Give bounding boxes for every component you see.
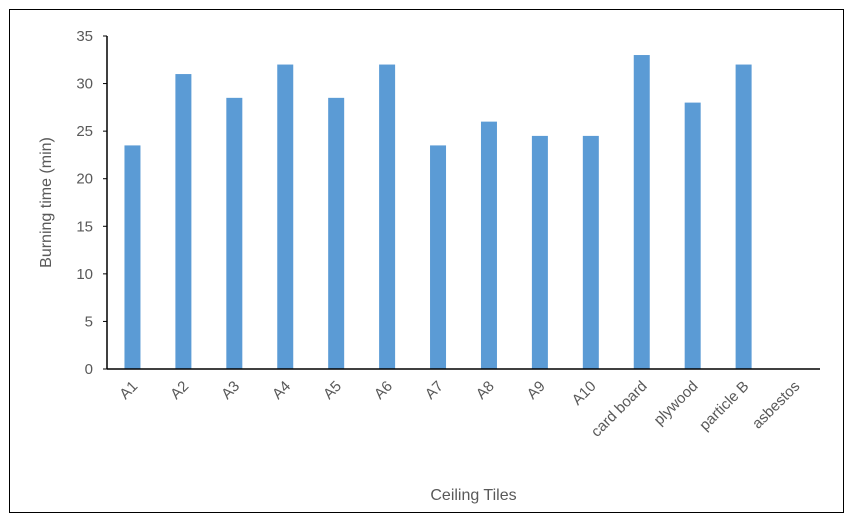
bars [124, 55, 752, 370]
x-category-label: A5 [320, 378, 345, 403]
bar-a5 [328, 97, 345, 369]
bar-a6 [379, 64, 396, 370]
bar-particle-b [735, 64, 752, 370]
x-category-label: A8 [473, 378, 498, 403]
x-category-label: A10 [569, 378, 600, 409]
bar-a4 [277, 64, 294, 370]
x-category-label: A9 [524, 378, 549, 403]
y-tick-label: 35 [76, 28, 93, 45]
x-category-label: A6 [371, 378, 396, 403]
bar-a9 [531, 135, 548, 369]
y-tick-label: 5 [85, 313, 93, 330]
y-axis-title: Burning time (min) [38, 137, 55, 268]
bar-a10 [582, 135, 599, 369]
bar-a8 [480, 121, 497, 369]
x-category-label: card board [588, 378, 651, 441]
x-category-label: A7 [422, 378, 447, 403]
bar-a3 [226, 97, 243, 369]
x-axis-title: Ceiling Tiles [430, 487, 516, 504]
y-tick-label: 10 [76, 266, 93, 283]
x-category-label: A3 [218, 378, 243, 403]
chart-frame [9, 9, 844, 513]
bar-card-board [633, 55, 650, 370]
x-category-label: plywood [651, 378, 702, 429]
y-tick-label: 20 [76, 171, 93, 188]
y-axis-ticks: 0 5 10 15 20 25 30 35 [76, 28, 107, 378]
y-tick-label: 15 [76, 218, 93, 235]
bar-a2 [175, 74, 192, 370]
x-category-label: particle B [696, 378, 752, 434]
x-category-label: asbestos [749, 378, 803, 432]
x-category-label: A2 [167, 378, 192, 403]
y-tick-label: 30 [76, 76, 93, 93]
y-tick-label: 0 [85, 361, 93, 378]
bar-a1 [124, 145, 141, 369]
bar-a7 [430, 145, 447, 369]
bar-plywood [684, 102, 701, 369]
x-category-label: A4 [269, 378, 294, 403]
x-category-label: A1 [116, 378, 141, 403]
y-tick-label: 25 [76, 123, 93, 140]
